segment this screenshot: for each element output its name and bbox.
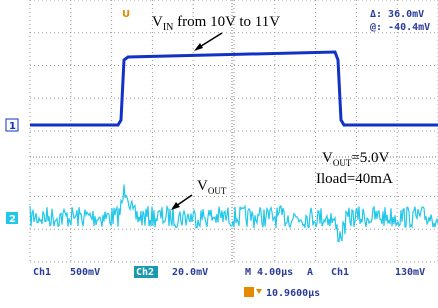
- cursor-at: @: -40.4mV: [370, 22, 430, 33]
- scope-screen: U 1 2 Δ: 36.0mV @: -40.4mV VIN from 10V …: [0, 0, 438, 308]
- arrow-head: [171, 202, 180, 210]
- arrow-head: [194, 43, 203, 51]
- trigger-marker: U: [122, 9, 130, 20]
- ch1-label: Ch1: [33, 267, 51, 278]
- vout-setting: VOUT=5.0V: [322, 150, 390, 168]
- v: V: [322, 150, 333, 166]
- sub: OUT: [333, 158, 352, 168]
- position-marker: [244, 287, 254, 297]
- vout-label: VOUT: [197, 178, 227, 196]
- ch2-marker: 2: [9, 214, 16, 225]
- page: U 1 2 Δ: 36.0mV @: -40.4mV VIN from 10V …: [0, 0, 438, 308]
- ch2-label: Ch2: [136, 267, 154, 278]
- timebase: M 4.00µs: [245, 267, 293, 278]
- trigger-level: 130mV: [395, 267, 425, 278]
- ch2-scale: 20.0mV: [172, 267, 208, 278]
- iload: Iload=40mA: [316, 171, 393, 187]
- ch1-marker: 1: [9, 121, 16, 132]
- cursor-delta: Δ: 36.0mV: [370, 9, 424, 20]
- ch1-scale: 500mV: [70, 267, 100, 278]
- rest: =5.0V: [351, 150, 389, 166]
- v: V: [152, 14, 163, 30]
- vin-annotation: VIN from 10V to 11V: [152, 14, 280, 33]
- sub: IN: [163, 22, 174, 33]
- position-arrow: [256, 289, 262, 294]
- rest: from 10V to 11V: [173, 14, 280, 30]
- trigger-source: Ch1: [331, 267, 349, 278]
- trigger-position: 10.9600µs: [266, 288, 320, 299]
- sub: OUT: [208, 186, 227, 196]
- trigger-mode: A: [307, 267, 313, 278]
- v: V: [197, 178, 208, 194]
